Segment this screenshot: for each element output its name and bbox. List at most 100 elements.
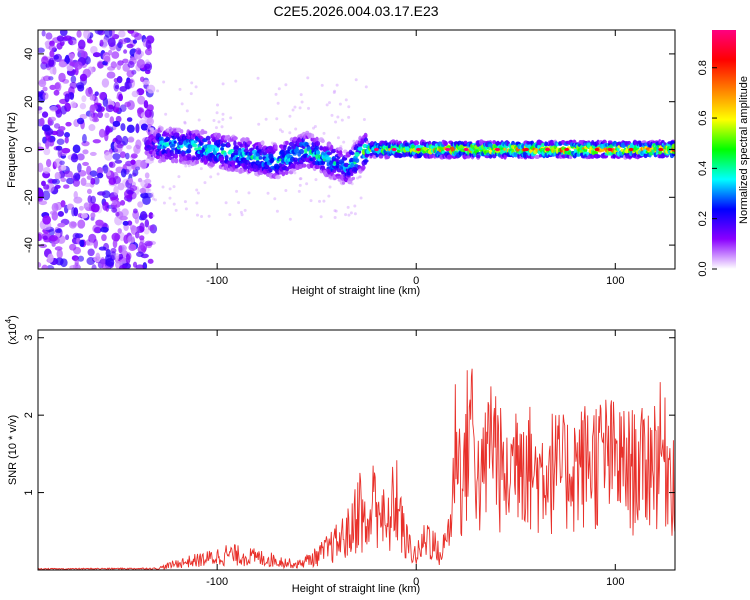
spectrogram-cell bbox=[115, 211, 120, 217]
spectrogram-cell bbox=[63, 35, 73, 41]
spectrogram-cell bbox=[176, 127, 182, 132]
spectrogram-cell bbox=[353, 204, 357, 208]
spectrogram-cell bbox=[298, 177, 302, 181]
spectrogram-cell bbox=[363, 132, 368, 139]
spectrogram-cell bbox=[256, 76, 260, 80]
spectrogram-cell bbox=[82, 161, 89, 166]
spectrogram-cell bbox=[319, 215, 323, 219]
spectrogram-cell bbox=[73, 191, 78, 199]
spectrogram-cell bbox=[203, 181, 207, 185]
spectrogram-cell bbox=[95, 219, 104, 226]
spectrogram-cell bbox=[69, 61, 76, 67]
spectrogram-xtick-label: 100 bbox=[606, 275, 624, 287]
spectrogram-cell bbox=[56, 42, 63, 50]
spectrogram-cell bbox=[243, 164, 249, 170]
spectrogram-cell bbox=[126, 79, 134, 84]
spectrogram-cell bbox=[56, 249, 63, 259]
spectrogram-cell bbox=[277, 87, 281, 91]
spectrogram-cell bbox=[299, 93, 303, 97]
spectrogram-cell bbox=[81, 213, 88, 219]
spectrogram-cell bbox=[98, 91, 107, 101]
spectrogram-cell bbox=[98, 128, 106, 138]
spectrogram-cell bbox=[243, 208, 247, 212]
spectrogram-cell bbox=[187, 143, 193, 149]
spectrogram-cell bbox=[112, 176, 122, 185]
spectrogram-cell bbox=[356, 176, 360, 180]
spectrogram-cell bbox=[258, 156, 263, 160]
spectrogram-cell bbox=[216, 172, 220, 176]
spectrogram-cell bbox=[97, 191, 106, 196]
spectrogram-cell bbox=[90, 203, 100, 213]
spectrogram-cell bbox=[57, 148, 63, 158]
spectrogram-cell bbox=[45, 140, 50, 150]
spectrogram-cell bbox=[178, 139, 184, 146]
spectrogram-cell bbox=[280, 130, 284, 134]
spectrogram-cell bbox=[112, 153, 121, 161]
spectrogram-cell bbox=[284, 83, 288, 87]
spectrogram-cell bbox=[112, 239, 118, 249]
spectrogram-cell bbox=[184, 164, 188, 168]
spectrogram-cell bbox=[135, 123, 140, 134]
spectrogram-cell bbox=[111, 207, 118, 213]
colorbar-tick-label: 0.0 bbox=[697, 261, 709, 276]
spectrogram-cell bbox=[330, 113, 334, 117]
spectrogram-cell bbox=[326, 151, 333, 156]
spectrogram-cell bbox=[564, 147, 570, 152]
spectrogram-cell bbox=[59, 30, 68, 37]
spectrogram-xtick-label: -100 bbox=[206, 275, 228, 287]
spectrogram-cell bbox=[104, 151, 113, 161]
spectrogram-cell bbox=[54, 82, 61, 90]
spectrogram-cell bbox=[148, 188, 152, 192]
spectrogram-cell bbox=[51, 211, 59, 221]
spectrogram-cell bbox=[87, 248, 95, 257]
spectrogram-cell bbox=[325, 147, 330, 151]
spectrogram-cell bbox=[596, 154, 601, 159]
spectrogram-cell bbox=[233, 150, 239, 156]
spectrogram-cell bbox=[350, 172, 354, 177]
spectrogram-cell bbox=[84, 56, 91, 65]
spectrogram-cell bbox=[187, 164, 191, 168]
spectrogram-cell bbox=[127, 235, 136, 244]
spectrogram-cell bbox=[190, 81, 194, 85]
spectrogram-cell bbox=[131, 172, 137, 177]
spectrogram-cell bbox=[135, 139, 142, 150]
spectrogram-cell bbox=[305, 182, 309, 186]
spectrogram-cell bbox=[89, 170, 98, 177]
spectrogram-cell bbox=[131, 90, 139, 98]
spectrogram-cell bbox=[38, 162, 44, 173]
spectrogram-cell bbox=[144, 48, 153, 56]
spectrogram-cell bbox=[61, 147, 71, 154]
spectrogram-cell bbox=[116, 76, 123, 84]
spectrogram-cell bbox=[290, 168, 297, 172]
spectrogram-cell bbox=[139, 222, 145, 233]
spectrogram-cell bbox=[90, 46, 98, 55]
spectrogram-cell bbox=[147, 153, 152, 158]
spectrogram-cell bbox=[101, 234, 107, 242]
spectrogram-cell bbox=[100, 226, 109, 233]
spectrogram-cell bbox=[275, 209, 279, 213]
spectrogram-cell bbox=[91, 264, 97, 269]
spectrogram-cell bbox=[344, 213, 348, 217]
spectrogram-cell bbox=[330, 144, 334, 151]
spectrogram-cell bbox=[364, 85, 368, 89]
spectrogram-cell bbox=[135, 47, 142, 55]
spectrogram-cell bbox=[148, 212, 154, 219]
spectrogram-cell bbox=[276, 101, 280, 105]
spectrogram-cell bbox=[306, 76, 310, 80]
spectrogram-cell bbox=[56, 35, 65, 42]
spectrogram-cell bbox=[54, 184, 61, 189]
spectrogram-ytick-label: 0 bbox=[23, 146, 35, 152]
spectrogram-cell bbox=[59, 160, 65, 166]
spectrogram-cell bbox=[146, 120, 150, 124]
spectrogram-cell bbox=[74, 257, 79, 267]
spectrogram-cell bbox=[349, 211, 353, 215]
spectrogram-cell bbox=[174, 154, 178, 159]
spectrogram-cell bbox=[144, 240, 153, 247]
spectrogram-cell bbox=[112, 200, 118, 206]
spectrogram-cell bbox=[91, 117, 100, 123]
spectrogram-cell bbox=[153, 198, 157, 202]
spectrogram-cell bbox=[104, 30, 113, 38]
spectrogram-cell bbox=[77, 255, 85, 262]
spectrogram-cell bbox=[110, 196, 120, 202]
spectrogram-cell bbox=[38, 200, 48, 206]
